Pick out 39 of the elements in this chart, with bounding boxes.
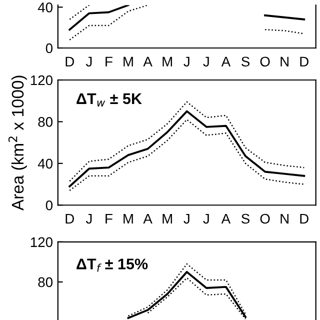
- x-tick-label: N: [280, 56, 288, 66]
- x-tick-label: N: [280, 214, 288, 224]
- x-tick-label: S: [242, 214, 250, 224]
- annotation: ΔT$_{f}$ ± 15%: [76, 258, 148, 272]
- x-tick-label: F: [106, 56, 112, 66]
- line-series: [68, 110, 306, 188]
- x-tick-label: F: [106, 214, 112, 224]
- y-tick-label: 0: [46, 43, 53, 54]
- x-tick-label: S: [242, 56, 250, 67]
- x-tick-label: A: [143, 214, 152, 224]
- y-axis-title: Area (km$^{2}$ x 1000): [8, 76, 27, 211]
- x-tick-label: D: [300, 214, 308, 224]
- y-tick-label: 0: [46, 200, 53, 210]
- x-tick-label: A: [221, 214, 231, 224]
- y-tick-label: 80: [38, 117, 53, 127]
- x-tick-label: J: [203, 214, 209, 224]
- x-tick-label: M: [162, 214, 172, 224]
- x-tick-label: M: [124, 214, 133, 224]
- annotation: ΔT$_{w}$ ± 5K: [76, 93, 142, 106]
- x-tick-label: A: [143, 56, 152, 66]
- x-tick-label: J: [86, 214, 92, 224]
- x-tick-label: D: [300, 56, 308, 66]
- x-tick-label: D: [66, 214, 74, 224]
- y-tick-label: 40: [38, 2, 53, 12]
- x-tick-label: J: [86, 56, 92, 67]
- x-tick-label: M: [162, 56, 172, 66]
- y-tick-label: 120: [30, 75, 53, 86]
- x-tick-label: J: [184, 56, 190, 67]
- x-tick-label: J: [203, 56, 209, 67]
- x-tick-label: D: [66, 56, 74, 66]
- y-tick-label: 40: [38, 158, 53, 169]
- x-tick-label: O: [260, 56, 270, 67]
- x-tick-label: O: [260, 214, 270, 224]
- x-tick-label: J: [184, 214, 190, 224]
- line-series: [69, 118, 305, 192]
- y-tick-label: 80: [38, 277, 53, 288]
- x-tick-label: A: [221, 56, 231, 66]
- x-tick-label: M: [124, 56, 133, 66]
- y-tick-label: 120: [30, 237, 53, 248]
